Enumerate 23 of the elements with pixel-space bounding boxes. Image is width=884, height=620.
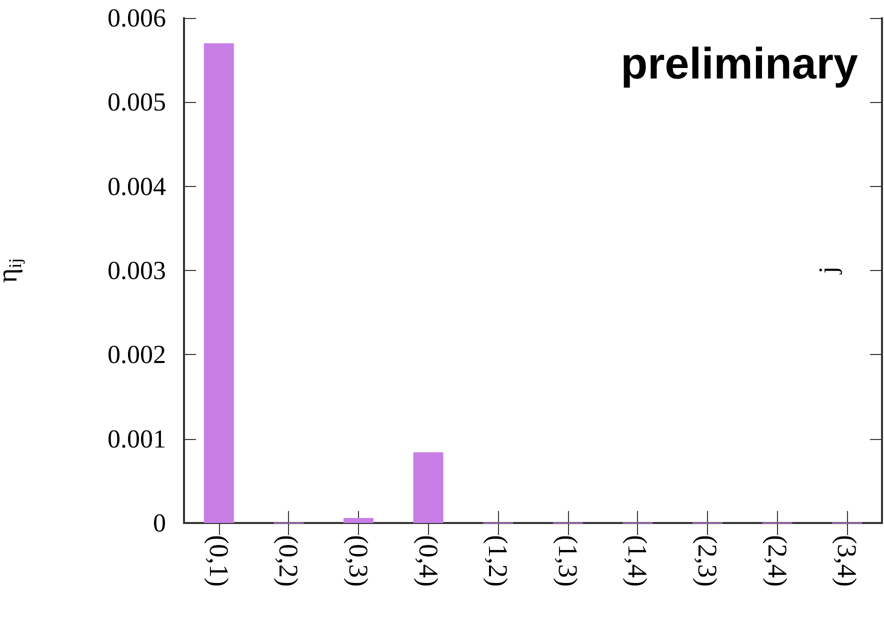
x-tick-label: (0,4) (413, 535, 444, 587)
y-tick-label: 0.001 (108, 424, 166, 454)
y-tick-label: 0.004 (108, 172, 166, 201)
y-tick-label: 0.002 (108, 340, 166, 370)
bar (343, 518, 374, 523)
y-tick-label: 0 (153, 508, 166, 538)
y-tick-label: 0.006 (108, 4, 166, 32)
x-tick-label: (0,3) (344, 535, 374, 587)
x-tick-label: (1,3) (552, 535, 583, 587)
x-tick-label: (3,4) (832, 535, 862, 587)
x-tick-label: (2,3) (692, 535, 722, 587)
y-axis-title: ηij (0, 258, 25, 283)
annotation: preliminary (620, 40, 859, 88)
x-tick-label: (0,1) (204, 535, 234, 587)
x-tick-label: (0,2) (274, 535, 304, 587)
x-tick-label: (1,2) (483, 535, 514, 587)
y-tick-label: 0.005 (108, 88, 166, 117)
bar (413, 452, 444, 523)
x-tick-label: (1,4) (622, 535, 653, 587)
y-tick-label: 0.003 (108, 256, 166, 285)
y2-axis-title: j (814, 266, 842, 275)
bar (204, 43, 234, 523)
x-tick-label: (2,4) (762, 535, 792, 587)
